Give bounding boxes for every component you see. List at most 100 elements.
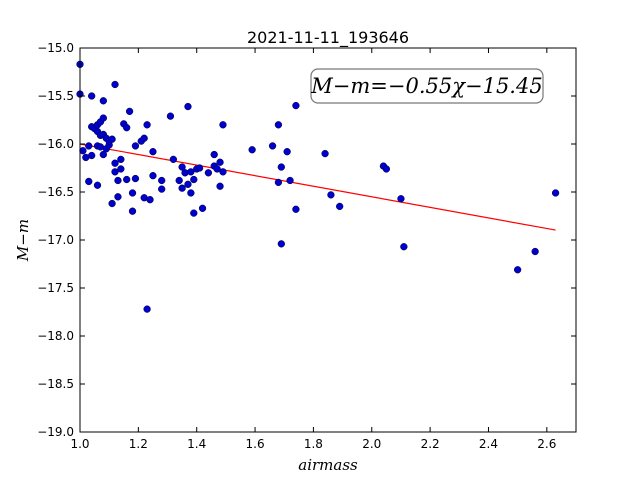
data-point bbox=[117, 155, 125, 164]
fit-equation-box: M−m=−0.55χ−15.45 bbox=[310, 68, 544, 104]
data-point bbox=[187, 189, 195, 197]
data-point bbox=[123, 175, 131, 184]
x-tick-label: 1.0 bbox=[70, 437, 89, 451]
data-point bbox=[195, 164, 204, 172]
data-point bbox=[88, 92, 96, 100]
data-point bbox=[79, 147, 87, 155]
data-point bbox=[283, 148, 291, 156]
data-point bbox=[397, 195, 405, 203]
data-point bbox=[277, 163, 285, 171]
data-point bbox=[111, 168, 119, 176]
data-point bbox=[327, 191, 335, 199]
data-point bbox=[219, 121, 227, 129]
data-point bbox=[248, 146, 256, 154]
data-point bbox=[292, 101, 300, 110]
data-point bbox=[400, 243, 408, 251]
data-point bbox=[99, 97, 107, 105]
data-point bbox=[99, 150, 107, 159]
data-point bbox=[175, 176, 183, 185]
data-point bbox=[169, 155, 178, 164]
y-tick-label: −17.5 bbox=[37, 281, 74, 295]
x-tick-label: 2.2 bbox=[421, 437, 440, 451]
data-point bbox=[108, 199, 116, 208]
data-point bbox=[117, 165, 125, 173]
data-point bbox=[213, 165, 221, 173]
data-point bbox=[551, 189, 560, 197]
data-point bbox=[158, 176, 166, 185]
data-point bbox=[531, 247, 539, 256]
data-point bbox=[292, 205, 300, 213]
data-point bbox=[274, 178, 283, 187]
y-tick-label: −19.0 bbox=[37, 425, 74, 439]
x-tick-label: 1.4 bbox=[187, 437, 206, 451]
x-tick-label: 1.8 bbox=[304, 437, 323, 451]
data-point bbox=[128, 189, 137, 197]
data-point bbox=[85, 142, 93, 150]
y-tick-label: −18.0 bbox=[37, 329, 74, 343]
x-axis-label: airmass bbox=[298, 456, 358, 474]
data-point bbox=[99, 114, 107, 122]
data-point bbox=[114, 193, 122, 201]
data-point bbox=[143, 121, 151, 129]
data-point bbox=[140, 134, 148, 142]
data-point bbox=[216, 158, 224, 166]
data-point bbox=[321, 149, 329, 158]
data-point bbox=[513, 266, 522, 274]
data-point bbox=[149, 148, 157, 156]
y-tick-label: −17.0 bbox=[37, 233, 74, 247]
x-tick-label: 1.2 bbox=[129, 437, 148, 451]
data-point bbox=[190, 209, 198, 217]
data-point bbox=[85, 177, 93, 186]
y-tick-label: −15.5 bbox=[37, 89, 74, 103]
data-point bbox=[336, 202, 344, 211]
data-point bbox=[158, 185, 166, 193]
data-point bbox=[111, 159, 119, 167]
y-tick-label: −15.0 bbox=[37, 41, 74, 55]
y-tick-label: −18.5 bbox=[37, 377, 74, 391]
data-point bbox=[123, 124, 131, 132]
data-point bbox=[286, 176, 294, 185]
fit-equation-text: M−m=−0.55χ−15.45 bbox=[310, 74, 542, 98]
data-point bbox=[166, 112, 175, 120]
data-point bbox=[93, 181, 102, 189]
data-point bbox=[268, 142, 277, 150]
data-point bbox=[210, 150, 218, 159]
data-point bbox=[198, 204, 207, 212]
data-point bbox=[111, 80, 119, 89]
y-tick-label: −16.5 bbox=[37, 185, 74, 199]
data-point bbox=[204, 169, 213, 177]
data-point bbox=[131, 142, 140, 150]
data-point bbox=[146, 196, 154, 204]
y-axis-label: M−m bbox=[14, 219, 32, 262]
plot-frame bbox=[79, 47, 577, 433]
data-point bbox=[382, 165, 391, 173]
data-point bbox=[131, 174, 140, 183]
data-point bbox=[190, 175, 198, 184]
x-tick-label: 2.6 bbox=[537, 437, 556, 451]
data-point bbox=[128, 207, 137, 215]
data-point bbox=[108, 135, 116, 143]
data-point bbox=[277, 240, 285, 248]
y-tick-label: −16.0 bbox=[37, 137, 74, 151]
data-point bbox=[184, 102, 192, 111]
data-point bbox=[178, 184, 186, 192]
data-point bbox=[149, 172, 157, 180]
plot-layer bbox=[76, 60, 560, 313]
chart-title: 2021-11-11_193646 bbox=[247, 28, 409, 48]
data-point bbox=[178, 163, 186, 171]
data-point bbox=[274, 121, 283, 129]
data-point bbox=[114, 176, 122, 185]
x-tick-label: 1.6 bbox=[246, 437, 265, 451]
x-tick-label: 2.4 bbox=[479, 437, 498, 451]
data-point bbox=[216, 182, 224, 190]
x-tick-label: 2.0 bbox=[362, 437, 381, 451]
x-axis-ticks: 1.0 1.2 1.4 1.6 1.8 2.0 2.2 2.4 2.6 bbox=[70, 48, 556, 451]
equation-box-frame bbox=[310, 68, 544, 104]
data-point bbox=[184, 180, 192, 188]
fit-line bbox=[79, 143, 556, 231]
data-point bbox=[125, 107, 134, 116]
data-point bbox=[187, 168, 195, 176]
data-point bbox=[143, 305, 151, 313]
y-axis-ticks: −15.0 −15.5 −16.0 −16.5 −17.0 −17.5 −18.0 −18.5… bbox=[37, 41, 576, 439]
